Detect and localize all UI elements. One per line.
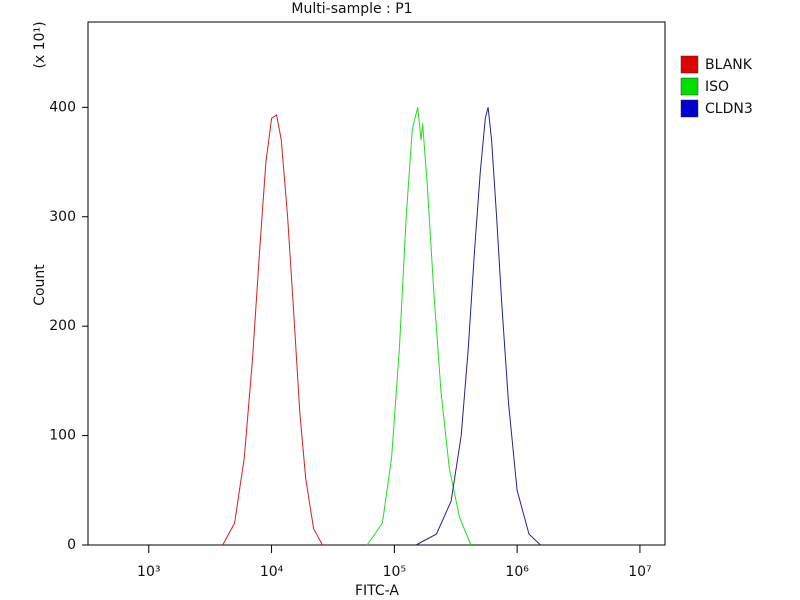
x-axis-label: FITC-A bbox=[355, 583, 399, 599]
chart-title: Multi-sample : P1 bbox=[291, 1, 412, 17]
y-tick-label: 400 bbox=[49, 99, 76, 115]
legend-label: BLANK bbox=[705, 57, 753, 73]
histogram-line bbox=[222, 114, 323, 546]
x-tick-label: 10³ bbox=[137, 564, 160, 580]
y-tick-label: 300 bbox=[49, 209, 76, 225]
y-tick-label: 200 bbox=[49, 318, 76, 334]
histogram-line bbox=[415, 107, 541, 546]
y-axis-label: Count bbox=[32, 264, 48, 306]
histogram-line bbox=[366, 107, 472, 546]
x-tick-label: 10⁵ bbox=[383, 564, 406, 580]
legend-label: ISO bbox=[705, 79, 729, 95]
y-multiplier-label: (x 10¹) bbox=[32, 21, 48, 68]
plot-frame bbox=[87, 21, 666, 546]
legend-swatch bbox=[680, 55, 699, 74]
x-tick-label: 10⁴ bbox=[260, 564, 284, 580]
x-tick-label: 10⁶ bbox=[505, 564, 529, 580]
y-tick-label: 0 bbox=[67, 537, 76, 553]
y-tick-label: 100 bbox=[49, 428, 76, 444]
x-tick-label: 10⁷ bbox=[628, 564, 651, 580]
legend-swatch bbox=[680, 77, 699, 96]
legend-label: CLDN3 bbox=[705, 101, 753, 117]
legend-swatch bbox=[680, 99, 699, 118]
